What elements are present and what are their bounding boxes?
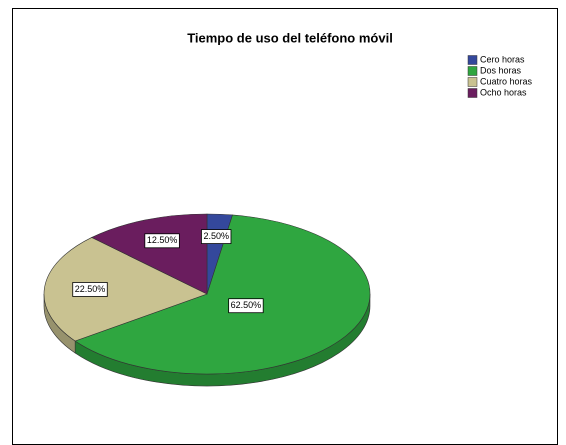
data-label: 62.50% bbox=[231, 300, 262, 310]
chart-title: Tiempo de uso del teléfono móvil bbox=[187, 30, 393, 45]
legend-label: Cuatro horas bbox=[480, 76, 533, 86]
data-label-box bbox=[228, 298, 264, 314]
data-label: 12.50% bbox=[147, 235, 178, 245]
legend-label: Dos horas bbox=[480, 65, 522, 75]
legend-swatch bbox=[467, 77, 478, 87]
slice bbox=[43, 237, 208, 342]
legend-swatch bbox=[467, 55, 478, 65]
legend-swatch bbox=[467, 88, 478, 98]
legend-swatch bbox=[467, 66, 478, 76]
data-label-box bbox=[144, 233, 180, 249]
slice bbox=[74, 214, 371, 375]
data-label-box bbox=[72, 282, 108, 297]
data-label: 2.50% bbox=[203, 231, 229, 241]
legend-label: Ocho horas bbox=[480, 87, 527, 97]
data-label-box bbox=[201, 229, 232, 244]
legend-label: Cero horas bbox=[480, 54, 525, 64]
data-label: 22.50% bbox=[75, 284, 106, 294]
